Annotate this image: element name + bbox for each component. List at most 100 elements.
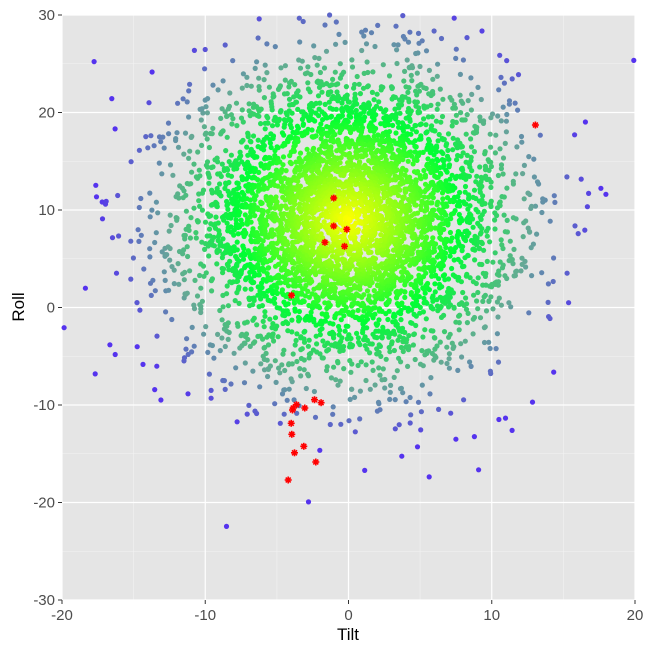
data-point [294,338,299,343]
data-point [275,122,280,127]
data-point [463,295,468,300]
data-point [369,160,374,165]
data-point [268,363,273,368]
data-point [564,174,569,179]
data-point [157,161,162,166]
data-point [400,274,405,279]
data-point [358,389,363,394]
data-point [255,262,260,267]
data-point [464,217,469,222]
data-point [406,159,411,164]
data-point [426,114,431,119]
data-point [382,123,387,128]
data-point [167,258,172,263]
data-point [205,110,210,115]
data-point [196,198,201,203]
data-point [308,72,313,77]
data-point [350,309,355,314]
data-point [209,396,214,401]
data-point [468,136,473,141]
data-point [348,130,353,135]
data-point [297,168,302,173]
data-point [147,246,152,251]
data-point [463,184,468,189]
data-point [140,362,145,367]
data-point [495,205,500,210]
data-point [434,119,439,124]
data-point [408,420,413,425]
data-point [417,64,422,69]
data-point [109,96,114,101]
data-point [456,314,461,319]
data-point [232,351,237,356]
data-point [322,65,327,70]
data-point [515,108,520,113]
data-point [409,78,414,83]
data-point [240,138,245,143]
data-point [285,91,290,96]
data-point [286,301,291,306]
data-point [206,253,211,258]
data-point [423,182,428,187]
data-point [285,308,290,313]
data-point [439,360,444,365]
data-point [252,409,257,414]
data-point [419,348,424,353]
data-point [289,125,294,130]
data-point [376,317,381,322]
data-point [361,86,366,91]
data-point [526,310,531,315]
data-point [164,252,169,257]
data-point [201,264,206,269]
data-point [497,53,502,58]
data-point [62,325,67,330]
data-point [224,524,229,529]
data-point [214,261,219,266]
data-point [183,193,188,198]
data-point [451,272,456,277]
data-point [413,357,418,362]
data-point [424,48,429,53]
data-point [194,235,199,240]
data-point [272,232,277,237]
data-point [166,121,171,126]
data-point [422,300,427,305]
data-point [379,377,384,382]
data-point [200,208,205,213]
data-point [234,101,239,106]
data-point [249,287,254,292]
data-point [432,174,437,179]
data-point [150,278,155,283]
data-point [172,281,177,286]
data-point [455,145,460,150]
data-point [187,82,192,87]
data-point [305,372,310,377]
data-point [186,156,191,161]
data-point [455,368,460,373]
data-point [395,120,400,125]
data-point [210,276,215,281]
data-point [450,147,455,152]
data-point [273,315,278,320]
data-point [529,273,534,278]
data-point [210,83,215,88]
data-point [419,230,424,235]
data-point [462,255,467,260]
data-point [353,182,358,187]
data-point [256,76,261,81]
data-point [408,119,413,124]
data-point [463,339,468,344]
data-point [330,77,335,82]
data-point [270,227,275,232]
data-point [352,283,357,288]
data-point [262,95,267,100]
data-point [327,83,332,88]
data-point [478,215,483,220]
data-point [471,331,476,336]
data-point [230,58,235,63]
data-point [251,133,256,138]
data-point [394,61,399,66]
data-point [409,290,414,295]
data-point [285,228,290,233]
data-point [478,118,483,123]
